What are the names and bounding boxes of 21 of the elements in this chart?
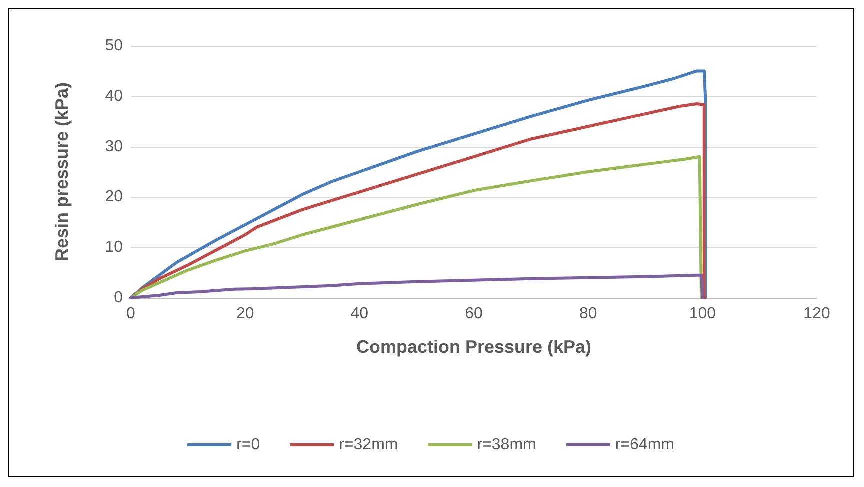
y-tick-label: 40 xyxy=(105,88,124,105)
line-series xyxy=(130,274,704,300)
x-tick-label: 120 xyxy=(804,306,830,322)
x-tick-label: 100 xyxy=(689,306,716,322)
x-tick-label: 80 xyxy=(579,306,598,322)
x-tick-label: 40 xyxy=(350,306,369,322)
x-tick-label: 20 xyxy=(236,306,254,322)
x-axis-title: Compaction Pressure (kPa) xyxy=(356,337,592,357)
x-tick-label: 60 xyxy=(465,306,483,322)
legend-label: r=38mm xyxy=(477,436,536,454)
legend-label: r=32mm xyxy=(339,436,398,454)
y-tick-label: 30 xyxy=(105,138,124,156)
legend-label: r=64mm xyxy=(615,436,674,454)
y-axis-title: Resin pressure (kPa) xyxy=(52,82,72,262)
y-tick-label: 50 xyxy=(105,38,124,54)
y-tick-label: 20 xyxy=(105,188,124,206)
legend-label: r=0 xyxy=(236,436,260,454)
x-tick-label: 0 xyxy=(126,306,136,322)
y-tick-label: 10 xyxy=(105,239,124,256)
line-series xyxy=(130,155,704,300)
y-tick-label: 0 xyxy=(114,290,124,306)
